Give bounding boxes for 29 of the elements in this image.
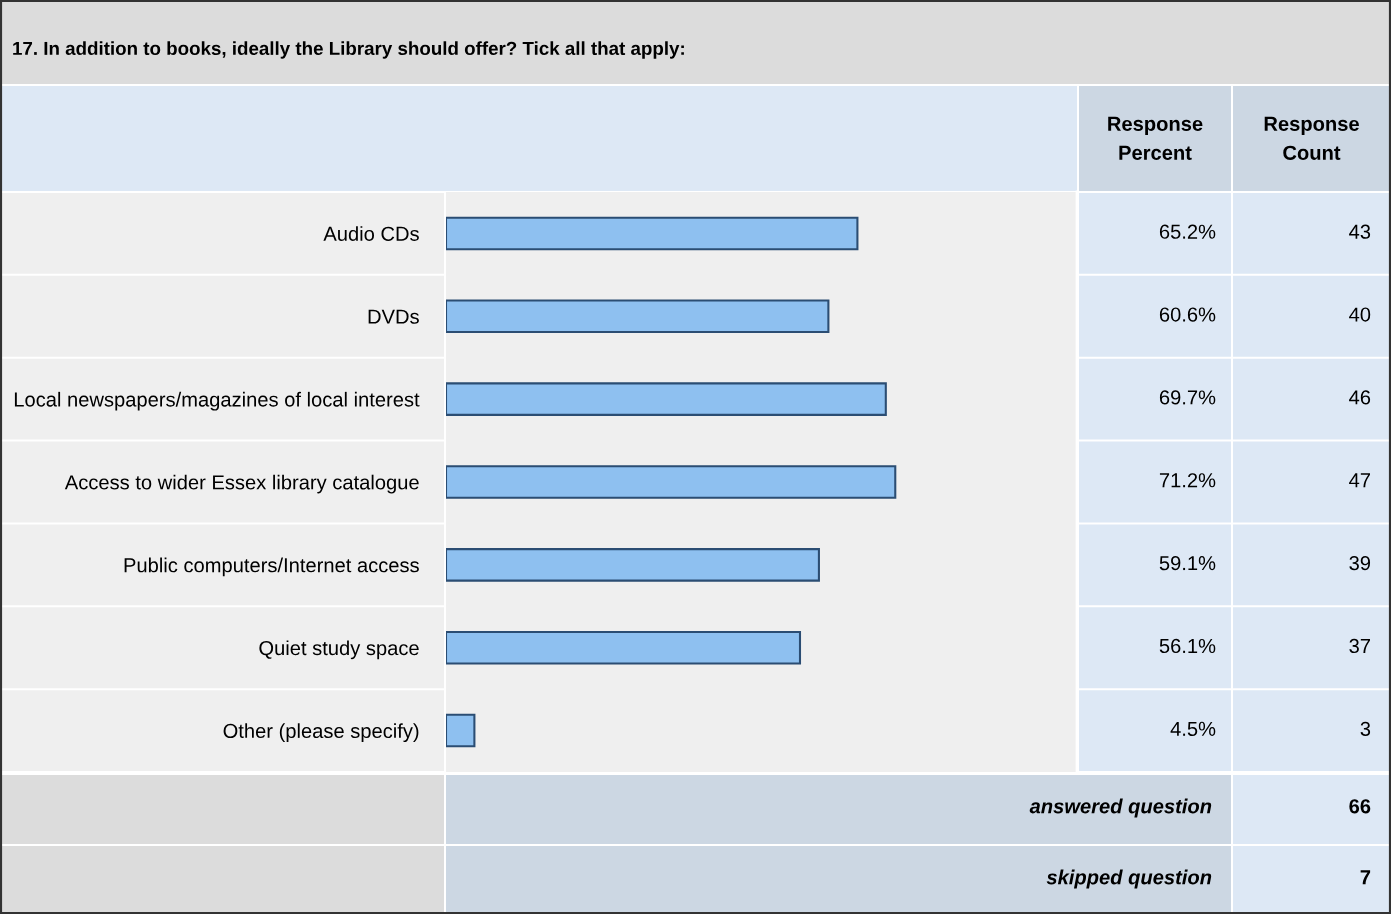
data-label: 60.6% (1159, 307, 1216, 322)
text: Response Count (1264, 116, 1359, 160)
chart-title: 17. In addition to books, ideally the Library should offer? Tick all that apply: (13, 41, 684, 59)
data-label: 71.2% (1159, 473, 1216, 488)
text: 47 (1349, 473, 1370, 488)
data-label: 56.1% (1159, 638, 1216, 654)
text: skipped question (1046, 869, 1212, 889)
text: 37 (1349, 638, 1370, 654)
text: 66 (1349, 799, 1371, 814)
y-tick-label: Local newspapers/magazines of local interest (14, 391, 420, 411)
y-tick-label: Public computers/Internet access (124, 557, 419, 577)
data-label: 59.1% (1159, 556, 1216, 571)
y-tick-label: Access to wider Essex library catalogue (64, 474, 419, 494)
data-label: 4.5% (1170, 721, 1216, 736)
bar (446, 713, 476, 748)
y-tick-label: Audio CDs (323, 226, 419, 241)
text: 39 (1349, 556, 1371, 571)
text: 43 (1349, 224, 1371, 239)
y-tick-label: Quiet study space (259, 640, 419, 660)
data-label: 65.2% (1159, 224, 1216, 239)
y-tick-label: Other (please specify) (223, 723, 419, 743)
text: answered question (1029, 798, 1212, 818)
data-label: 69.7% (1159, 390, 1216, 405)
text: 7 (1360, 870, 1371, 885)
y-tick-label: DVDs (368, 309, 419, 324)
text: 40 (1349, 307, 1371, 322)
text: 46 (1349, 390, 1371, 405)
text: Response Percent (1108, 116, 1203, 160)
text: 3 (1360, 721, 1371, 736)
